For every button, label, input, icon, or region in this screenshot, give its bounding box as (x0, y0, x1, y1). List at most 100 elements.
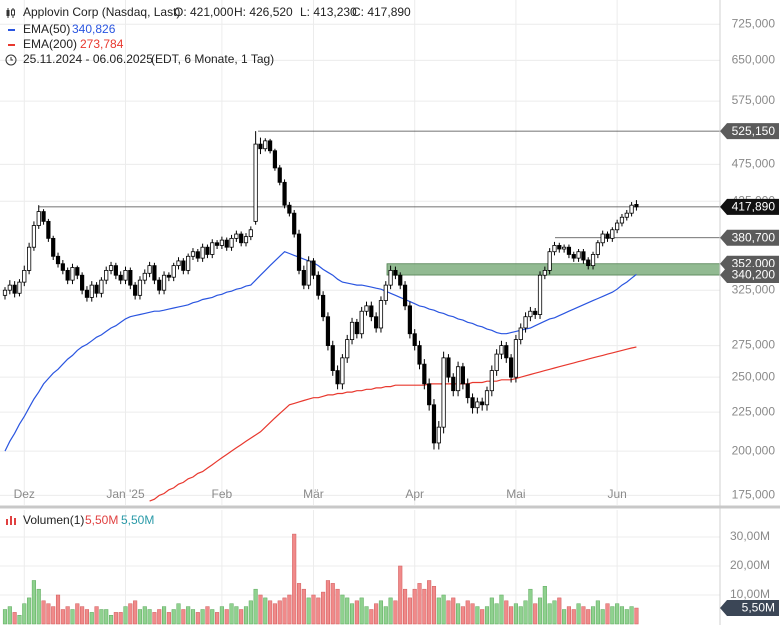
volume-bar (504, 600, 509, 625)
candle-body (176, 260, 181, 267)
candle-body (475, 401, 480, 409)
volume-bar (393, 600, 398, 625)
volume-bar (354, 600, 359, 625)
y-tick-label: 250,000 (732, 369, 776, 383)
volume-bar (200, 609, 205, 625)
volume-bar (27, 597, 32, 625)
candle-body (354, 321, 359, 335)
candle-body (412, 333, 417, 346)
candle-body (484, 390, 490, 406)
legend-label: EMA(200) (23, 37, 77, 51)
candle-body (537, 274, 543, 315)
ohlc-label: C: 417,890 (352, 5, 411, 19)
candle-body (234, 233, 239, 239)
candle-body (157, 279, 162, 291)
volume-icon (6, 516, 16, 525)
candle-body (229, 237, 234, 248)
candle-body (629, 204, 634, 214)
candle-body (104, 270, 109, 281)
candle-body (190, 251, 196, 257)
volume-bar (533, 603, 538, 625)
candle-body (393, 270, 398, 276)
candle-icon (6, 8, 15, 18)
legend-label: EMA(50) (23, 22, 70, 36)
candle-body (36, 211, 41, 226)
x-tick-label: Dez (14, 487, 35, 501)
level-label: 417,890 (732, 200, 776, 214)
candle-body (480, 401, 485, 406)
volume-bar (215, 612, 220, 625)
volume-bar (268, 600, 273, 625)
candle-body (359, 310, 364, 335)
volume-bar (451, 597, 456, 625)
candle-body (258, 143, 263, 150)
candle-body (26, 246, 32, 271)
volume-bar (263, 597, 268, 625)
candle-body (422, 363, 427, 385)
volume-bar (277, 600, 282, 625)
candle-body (2, 289, 8, 296)
level-label: 380,700 (732, 230, 776, 244)
candle-body (547, 251, 552, 271)
candle-body (287, 204, 292, 214)
volume-bar (475, 606, 480, 625)
candle-body (243, 236, 249, 244)
zone-label-box (720, 267, 779, 284)
candle-body (186, 255, 191, 271)
volume-bar (123, 606, 128, 625)
volume-bar (55, 594, 61, 625)
volume-bar (509, 606, 514, 625)
level-label-box (720, 123, 779, 140)
volume-bar (2, 609, 8, 625)
volume-bar (108, 615, 114, 625)
volume-bar (359, 597, 364, 625)
candle-body (118, 274, 123, 281)
volume-bar (581, 606, 586, 625)
volume-bar (465, 600, 470, 625)
x-tick-label: Apr (405, 487, 424, 501)
candle-body (306, 260, 311, 286)
candle-body (171, 265, 176, 278)
candle-body (595, 242, 600, 255)
candle-body (494, 353, 499, 371)
volume-bar (407, 597, 412, 625)
volume-value: 5,50M (121, 513, 154, 527)
volume-bar (330, 583, 335, 625)
volume-bar (378, 600, 384, 625)
volume-bar (624, 609, 629, 625)
candle-body (181, 260, 186, 271)
candle-body (51, 237, 56, 257)
volume-bar (417, 583, 422, 625)
candle-body (296, 233, 302, 271)
x-tick-label: Mär (303, 487, 324, 501)
volume-bar (436, 597, 441, 625)
volume-bar (89, 612, 94, 625)
volume-bar (586, 609, 591, 625)
candle-body (301, 270, 306, 286)
candle-body (65, 270, 70, 281)
volume-label: Volumen(1) (23, 513, 84, 527)
volume-bar (441, 594, 446, 625)
candle-body (600, 233, 605, 244)
volume-bar (629, 606, 634, 625)
y-tick-label: 225,000 (732, 404, 776, 418)
candle-body (239, 233, 244, 244)
candle-body (576, 251, 581, 259)
candle-body (451, 376, 456, 392)
candle-body (335, 370, 340, 385)
candle-body (277, 167, 282, 183)
volume-bar (287, 594, 292, 625)
candle-body (586, 259, 591, 267)
support-zone (386, 263, 721, 276)
candle-body (518, 327, 523, 340)
volume-bar (349, 603, 355, 625)
candle-body (427, 383, 432, 406)
legend-value: 340,826 (72, 22, 116, 36)
candle-body (248, 229, 253, 238)
candle-body (330, 345, 335, 371)
candle-body (398, 274, 403, 286)
volume-bar (60, 609, 65, 625)
volume-bar (12, 612, 17, 625)
volume-bar (528, 588, 533, 625)
